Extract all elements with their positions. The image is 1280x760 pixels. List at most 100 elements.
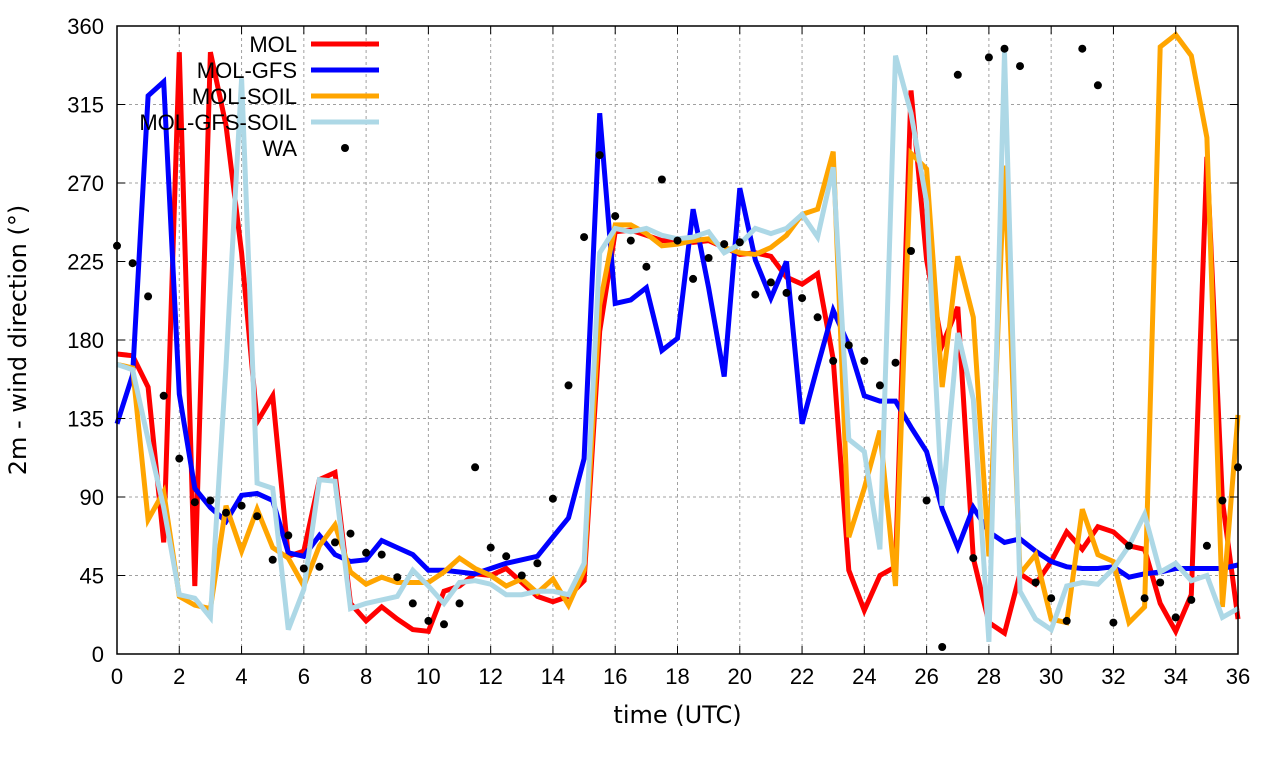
legend-label: MOL-GFS-SOIL [139,110,297,135]
data-point-wa [471,463,480,472]
data-point-wa [580,233,589,242]
data-point-wa [1047,594,1056,603]
data-point-wa [517,571,526,580]
data-point-wa [502,552,511,561]
data-point-wa [1109,618,1118,627]
data-point-wa [268,555,277,564]
data-point-wa [486,543,495,552]
data-point-wa [689,274,698,283]
x-tick-label: 32 [1101,664,1125,689]
x-tick-label: 24 [852,664,876,689]
data-point-wa [1062,616,1071,625]
y-tick-labels: 0 45 90 135 180 225 270 315 360 [67,14,104,667]
data-point-wa [408,599,417,608]
data-point-wa [969,554,978,563]
x-tick-label: 8 [360,664,372,689]
y-tick-label: 225 [67,250,104,275]
series-mol-gfs [114,76,1239,580]
y-tick-label: 45 [80,564,104,589]
data-point-wa [190,498,199,507]
data-point-wa [953,70,962,79]
x-tick-label: 12 [478,664,502,689]
data-point-wa [1125,541,1133,550]
data-point-wa [595,151,604,160]
x-tick-label: 16 [603,664,627,689]
data-point-wa [159,391,168,400]
data-point-wa [642,262,651,271]
series-wa [113,44,1242,651]
legend-swatch [341,144,349,152]
series-line-mol-gfs [114,76,1239,580]
data-point-wa [891,358,900,367]
data-point-wa [299,564,308,573]
x-tick-label: 0 [111,664,123,689]
data-point-wa [1140,594,1149,603]
x-tick-label: 30 [1039,664,1063,689]
legend-item-mol-gfs-soil: MOL-GFS-SOIL [139,110,379,135]
data-point-wa [704,254,713,262]
data-point-wa [720,240,729,249]
x-tick-label: 34 [1163,664,1187,689]
data-point-wa [766,278,775,287]
data-point-wa [860,356,869,365]
data-point-wa [829,356,838,365]
data-point-wa [315,562,324,571]
data-point-wa [1093,81,1102,90]
data-point-wa [377,550,386,559]
data-point-wa [222,508,230,517]
y-tick-label: 360 [67,14,104,39]
x-tick-label: 10 [416,664,440,689]
y-tick-label: 135 [67,407,104,432]
data-point-wa [533,559,542,568]
data-point-wa [1016,62,1024,71]
data-point-wa [440,620,448,629]
data-point-wa [284,531,293,540]
data-point-wa [798,294,807,303]
y-tick-label: 0 [92,642,104,667]
data-point-wa [657,175,666,184]
data-point-wa [1156,578,1165,587]
data-point-wa [938,643,947,651]
data-point-wa [673,236,682,245]
data-point-wa [424,616,433,625]
data-point-wa [331,538,339,547]
x-tick-label: 28 [977,664,1001,689]
data-point-wa [253,512,262,521]
data-point-wa [813,313,822,322]
data-point-wa [1000,44,1009,53]
x-tick-label: 14 [541,664,565,689]
x-tick-label: 22 [790,664,814,689]
data-point-wa [564,381,573,390]
data-point-wa [206,496,215,505]
data-point-wa [735,238,744,247]
legend-label: MOL-GFS [197,58,297,83]
data-point-wa [362,548,371,557]
x-axis-title: time (UTC) [613,701,741,729]
data-point-wa [237,501,246,510]
x-tick-label: 36 [1226,664,1250,689]
data-point-wa [1187,595,1196,604]
legend-label: MOL-SOIL [192,84,297,109]
data-point-wa [455,599,464,608]
legend-item-wa: WA [262,136,349,161]
data-point-wa [1078,44,1087,53]
data-point-wa [128,259,137,268]
data-point-wa [751,290,760,299]
x-tick-label: 26 [914,664,938,689]
legend-label: MOL [249,32,297,57]
data-point-wa [1218,496,1227,505]
data-point-wa [1202,541,1211,550]
legend-item-mol-gfs: MOL-GFS [197,58,379,83]
data-point-wa [611,212,620,221]
y-tick-label: 90 [80,485,104,510]
axis-ticks [116,25,1239,655]
x-tick-labels: 0 2 4 6 8 10 12 14 16 18 20 22 24 26 28 30 32 34 36 [111,664,1250,689]
x-tick-label: 18 [665,664,689,689]
data-point-wa [875,381,884,390]
x-tick-label: 20 [728,664,752,689]
data-point-wa [907,247,915,255]
data-point-wa [922,496,931,505]
data-point-wa [144,292,153,301]
